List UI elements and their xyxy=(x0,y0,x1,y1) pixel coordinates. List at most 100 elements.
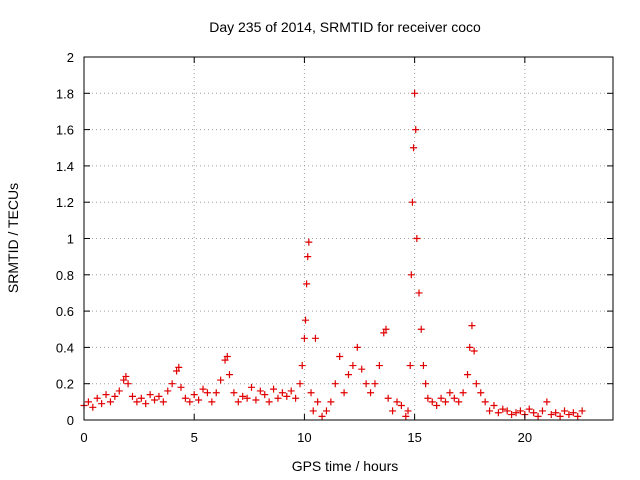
data-point xyxy=(552,409,560,417)
data-point xyxy=(300,334,308,342)
data-point xyxy=(413,235,421,242)
data-point xyxy=(151,396,159,404)
data-point xyxy=(408,198,416,206)
data-point xyxy=(265,398,273,406)
data-point xyxy=(345,371,352,379)
data-point xyxy=(412,126,420,134)
data-point xyxy=(499,405,507,413)
data-point xyxy=(256,387,264,395)
x-axis-label: GPS time / hours xyxy=(292,458,399,474)
data-point xyxy=(556,412,564,420)
data-point xyxy=(234,398,242,406)
data-point xyxy=(304,253,312,261)
data-point xyxy=(221,356,229,364)
data-point xyxy=(243,394,251,402)
data-point xyxy=(382,325,390,333)
data-point xyxy=(486,407,494,415)
data-point xyxy=(415,289,423,297)
data-point xyxy=(362,380,370,388)
data-point xyxy=(402,412,410,420)
data-point xyxy=(230,389,238,397)
data-point xyxy=(424,394,432,402)
data-point xyxy=(565,411,573,419)
data-point xyxy=(466,343,474,351)
x-tick-label: 15 xyxy=(407,430,421,445)
data-point xyxy=(292,394,300,402)
data-point xyxy=(561,407,569,415)
x-tick-label: 10 xyxy=(297,430,311,445)
data-point xyxy=(252,396,260,404)
data-point xyxy=(124,380,132,388)
data-point xyxy=(353,343,361,351)
data-point xyxy=(441,398,449,406)
data-point xyxy=(181,394,189,402)
data-point xyxy=(464,371,472,379)
data-point xyxy=(89,403,97,411)
series-srmtid xyxy=(80,89,586,420)
data-point xyxy=(203,389,211,397)
data-point xyxy=(173,367,181,375)
data-point xyxy=(283,392,291,400)
data-point xyxy=(175,363,183,371)
y-tick-label: 1.4 xyxy=(56,159,74,174)
data-point xyxy=(459,389,467,397)
data-point xyxy=(455,398,463,406)
data-point xyxy=(318,412,326,420)
x-tick-label: 5 xyxy=(191,430,198,445)
axis-ticks: 00.20.40.60.811.21.41.61.820 5 10 15 20 xyxy=(56,50,613,445)
data-point xyxy=(530,409,538,417)
data-point xyxy=(422,380,430,388)
data-point xyxy=(137,394,145,402)
data-point xyxy=(389,407,397,415)
data-point xyxy=(322,407,330,415)
data-point xyxy=(411,89,419,97)
data-point xyxy=(472,380,480,388)
data-point xyxy=(159,398,167,406)
data-point xyxy=(380,329,388,337)
data-point xyxy=(278,389,286,397)
data-point xyxy=(239,392,247,400)
data-point xyxy=(296,380,304,388)
data-point xyxy=(384,394,392,402)
data-point xyxy=(111,392,119,400)
data-point xyxy=(142,400,150,408)
y-axis-label: SRMTID / TECUs xyxy=(5,183,21,293)
data-point xyxy=(406,362,414,370)
data-point xyxy=(375,362,383,370)
data-point xyxy=(468,322,476,330)
data-point xyxy=(450,394,458,402)
y-tick-label: 0.4 xyxy=(56,340,74,355)
data-point xyxy=(508,411,516,419)
data-point xyxy=(212,389,220,397)
data-point xyxy=(525,405,533,413)
data-point xyxy=(248,383,256,391)
data-point xyxy=(195,396,203,404)
data-point xyxy=(261,391,269,399)
data-point xyxy=(270,385,278,393)
data-point xyxy=(223,352,231,360)
data-point xyxy=(433,401,441,409)
data-point xyxy=(417,325,425,333)
chart-title: Day 235 of 2014, SRMTID for receiver coc… xyxy=(209,19,481,35)
data-point xyxy=(358,365,366,373)
data-point xyxy=(410,144,418,152)
data-point xyxy=(538,407,546,415)
data-point xyxy=(327,398,335,406)
data-point xyxy=(437,394,445,402)
data-point xyxy=(371,380,379,388)
data-point xyxy=(397,401,405,409)
data-point xyxy=(494,409,502,417)
data-point xyxy=(331,380,339,388)
data-point xyxy=(446,389,454,397)
data-point xyxy=(393,398,401,406)
grid-layer xyxy=(84,57,613,420)
data-point xyxy=(186,398,194,406)
y-tick-label: 1.2 xyxy=(56,195,74,210)
data-point xyxy=(311,334,319,342)
data-point xyxy=(367,389,375,397)
data-point xyxy=(146,391,154,399)
data-point xyxy=(199,385,207,393)
data-point xyxy=(309,407,317,415)
data-points xyxy=(80,89,586,420)
data-point xyxy=(340,389,348,397)
